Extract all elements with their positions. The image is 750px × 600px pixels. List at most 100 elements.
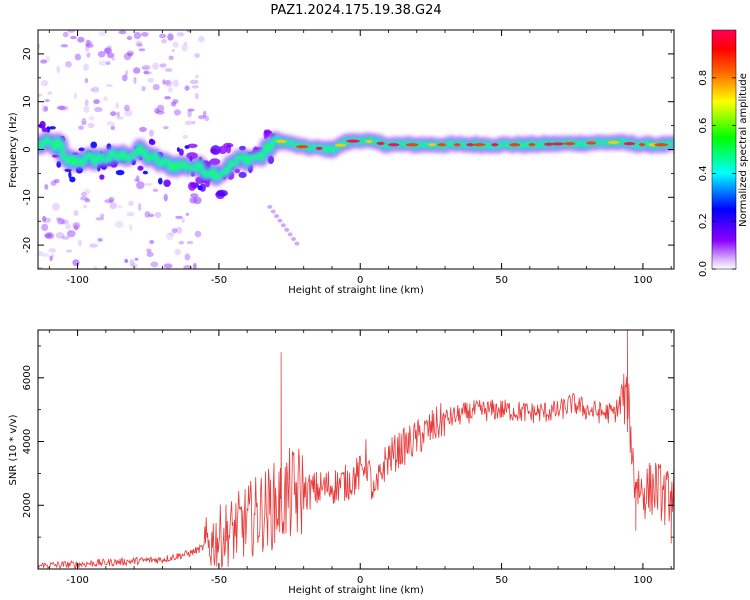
heatmap-blob xyxy=(105,83,113,88)
heatmap-blob xyxy=(94,106,103,113)
x-tick-label: 100 xyxy=(633,575,652,586)
heatmap-blob xyxy=(42,215,47,222)
heatmap-blob xyxy=(39,120,46,129)
y-tick-label: -20 xyxy=(22,237,33,253)
heatmap-blob xyxy=(181,43,188,52)
heatmap-blob xyxy=(187,143,198,149)
heatmap-blob xyxy=(163,193,168,202)
heatmap-blob xyxy=(192,120,196,125)
ridge-hot-spot xyxy=(528,143,536,147)
heatmap-blob xyxy=(199,183,206,192)
ridge-hot-spot xyxy=(315,146,323,151)
ridge-hot-spot xyxy=(473,143,486,147)
heatmap-blob xyxy=(186,30,192,33)
heatmap-blob xyxy=(138,48,146,52)
heatmap-blob xyxy=(146,248,152,253)
heatmap-blob xyxy=(141,64,151,70)
heatmap-blob xyxy=(187,181,197,191)
heatmap-blob xyxy=(56,105,66,110)
heatmap-blob xyxy=(40,59,48,64)
snr-border xyxy=(37,329,675,570)
snr-axes: -100 -50 0 50 100 2000 4000 6000 xyxy=(22,330,674,586)
heatmap-blob xyxy=(117,204,123,209)
x-tick-label: 100 xyxy=(633,275,652,286)
heatmap-blob xyxy=(146,251,154,257)
heatmap-blob xyxy=(174,248,182,256)
heatmap-blob xyxy=(70,35,77,40)
spectrogram-xlabel: Height of straight line (km) xyxy=(288,285,424,296)
heatmap-blob xyxy=(126,35,133,41)
heatmap-blob xyxy=(142,170,149,175)
heatmap-blob xyxy=(168,87,173,93)
snr-series-line xyxy=(38,330,674,569)
heatmap-blob xyxy=(172,41,179,48)
ridge-hot-spot xyxy=(275,139,287,143)
ridge-hot-spot xyxy=(648,143,658,147)
heatmap-blob xyxy=(131,263,138,268)
heatmap-blob xyxy=(134,257,139,261)
heatmap-blob xyxy=(163,179,171,188)
heatmap-blob xyxy=(56,65,61,74)
heatmap-blob xyxy=(176,32,185,37)
ridge-hot-spot xyxy=(387,143,400,147)
heatmap-blob xyxy=(152,188,159,193)
heatmap-blob xyxy=(84,198,91,203)
x-tick-label: -50 xyxy=(211,575,227,586)
heatmap-blob xyxy=(73,92,77,100)
heatmap-blob xyxy=(60,219,69,225)
heatmap-blob xyxy=(173,109,181,116)
heatmap-blob xyxy=(67,30,75,33)
heatmap-blob xyxy=(73,224,79,231)
heatmap-blob xyxy=(85,39,91,47)
heatmap-blob xyxy=(171,48,176,53)
heatmap-blob xyxy=(65,224,72,230)
heatmap-blob xyxy=(80,191,87,197)
heatmap-blob xyxy=(185,212,189,216)
heatmap-blob xyxy=(38,250,44,256)
heatmap-blob xyxy=(123,104,130,112)
heatmap-blob xyxy=(140,31,149,37)
heatmap-blob xyxy=(74,53,81,61)
heatmap-blob xyxy=(55,232,65,239)
heatmap-blob xyxy=(45,55,51,63)
heatmap-blob xyxy=(55,217,62,222)
heatmap-blob xyxy=(184,120,193,126)
heatmap-blob xyxy=(267,204,273,209)
heatmap-blob xyxy=(72,259,80,267)
heatmap-blob xyxy=(194,230,202,238)
heatmap-blob xyxy=(182,134,188,139)
ridge-hot-spot xyxy=(296,145,309,149)
colorbar-tick-label: 0.6 xyxy=(698,118,709,134)
ridge-hot-spot xyxy=(564,141,576,146)
snr-frame xyxy=(38,330,674,569)
ridge-hot-spot xyxy=(491,143,499,147)
ridge-hot-spot xyxy=(607,140,620,144)
heatmap-blob xyxy=(143,70,150,75)
heatmap-blob xyxy=(133,76,137,84)
heatmap-blob xyxy=(204,115,210,122)
heatmap-blob xyxy=(73,209,79,217)
heatmap-blob xyxy=(163,263,173,269)
heatmap-blob xyxy=(93,99,100,105)
colorbar-tick-label: 0.8 xyxy=(698,70,709,86)
heatmap-blob xyxy=(141,66,150,71)
heatmap-blob xyxy=(89,243,98,248)
heatmap-blob xyxy=(162,125,169,130)
x-tick-label: -100 xyxy=(66,575,89,586)
heatmap-blob xyxy=(116,116,125,120)
heatmap-blob xyxy=(88,116,95,121)
y-tick-label: 2000 xyxy=(22,493,33,518)
heatmap-blob xyxy=(189,197,198,204)
heatmap-blob xyxy=(104,47,111,54)
heatmap-blob xyxy=(294,241,300,246)
heatmap-blob xyxy=(187,109,192,118)
heatmap-blob xyxy=(157,177,163,185)
heatmap-blob xyxy=(121,74,128,82)
heatmap-blob xyxy=(48,126,56,130)
colorbar-border xyxy=(711,29,737,270)
spectrogram-image xyxy=(38,30,674,269)
colorbar: 0.0 0.2 0.4 0.6 0.8 Normalized spectral ampl… xyxy=(698,29,749,277)
x-tick-label: 0 xyxy=(357,275,363,286)
heatmap-blob xyxy=(60,44,69,48)
